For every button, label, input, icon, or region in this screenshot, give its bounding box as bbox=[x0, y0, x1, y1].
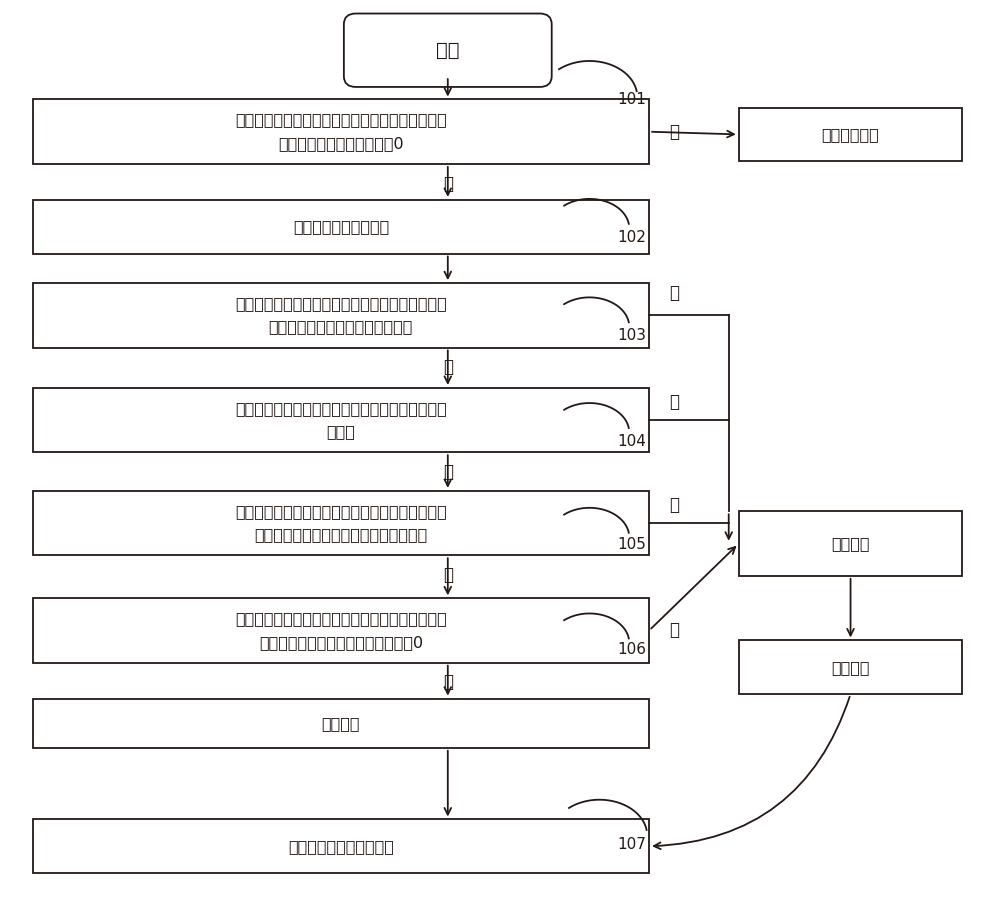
Text: 是: 是 bbox=[443, 175, 453, 193]
Text: 停止加热或进入吸食阶段: 停止加热或进入吸食阶段 bbox=[288, 839, 394, 854]
Text: 判断所述第一温度检测端口和所述第二温度检测端
口之间的电压波动是否在预设波动范围内: 判断所述第一温度检测端口和所述第二温度检测端 口之间的电压波动是否在预设波动范围… bbox=[235, 504, 447, 542]
Text: 107: 107 bbox=[617, 837, 646, 852]
Text: 适配成功: 适配成功 bbox=[322, 715, 360, 731]
Text: 否: 否 bbox=[443, 673, 453, 691]
Text: 适配失败: 适配失败 bbox=[831, 536, 870, 551]
Text: 是: 是 bbox=[443, 463, 453, 481]
Bar bbox=[33, 598, 649, 663]
Text: 是: 是 bbox=[443, 359, 453, 377]
Bar bbox=[739, 512, 962, 576]
Text: 102: 102 bbox=[617, 230, 646, 245]
Text: 放弃适配检测: 放弃适配检测 bbox=[822, 127, 879, 142]
Text: 判断所述第一温度检测端口和所述第二温度检测端
口之间的多个电压值是否至少一个为0: 判断所述第一温度检测端口和所述第二温度检测端 口之间的多个电压值是否至少一个为0 bbox=[235, 611, 447, 650]
Bar bbox=[33, 819, 649, 873]
Text: 101: 101 bbox=[617, 92, 646, 107]
Bar bbox=[33, 283, 649, 348]
Text: 是: 是 bbox=[669, 622, 679, 640]
Text: 否: 否 bbox=[669, 123, 679, 141]
Text: 对所述加热针进行加热: 对所述加热针进行加热 bbox=[293, 219, 389, 234]
Text: 停止加热: 停止加热 bbox=[831, 660, 870, 675]
Text: 开机: 开机 bbox=[436, 41, 460, 59]
Text: 否: 否 bbox=[669, 393, 679, 411]
Text: 106: 106 bbox=[617, 642, 646, 657]
Bar bbox=[33, 698, 649, 748]
Bar bbox=[33, 491, 649, 555]
Bar bbox=[739, 641, 962, 694]
Bar bbox=[33, 200, 649, 253]
Text: 否: 否 bbox=[669, 496, 679, 514]
Bar bbox=[33, 387, 649, 452]
Bar bbox=[33, 99, 649, 164]
Text: 判断所述加热针的温度变化速率是否处于预设速率
范围内: 判断所述加热针的温度变化速率是否处于预设速率 范围内 bbox=[235, 401, 447, 440]
Text: 103: 103 bbox=[617, 328, 646, 343]
FancyBboxPatch shape bbox=[344, 14, 552, 87]
Text: 否: 否 bbox=[669, 284, 679, 302]
Text: 判断所述第一温度检测端口和所述第二温度检测端
口之间的电压变化是否为正向变化: 判断所述第一温度检测端口和所述第二温度检测端 口之间的电压变化是否为正向变化 bbox=[235, 296, 447, 334]
Text: 104: 104 bbox=[617, 434, 646, 449]
Text: 是: 是 bbox=[443, 566, 453, 584]
Bar bbox=[739, 107, 962, 161]
Text: 105: 105 bbox=[617, 537, 646, 552]
Text: 判断所述第一温度检测端口和所述第二温度检测端
口之间的初始电压值是否为0: 判断所述第一温度检测端口和所述第二温度检测端 口之间的初始电压值是否为0 bbox=[235, 113, 447, 151]
